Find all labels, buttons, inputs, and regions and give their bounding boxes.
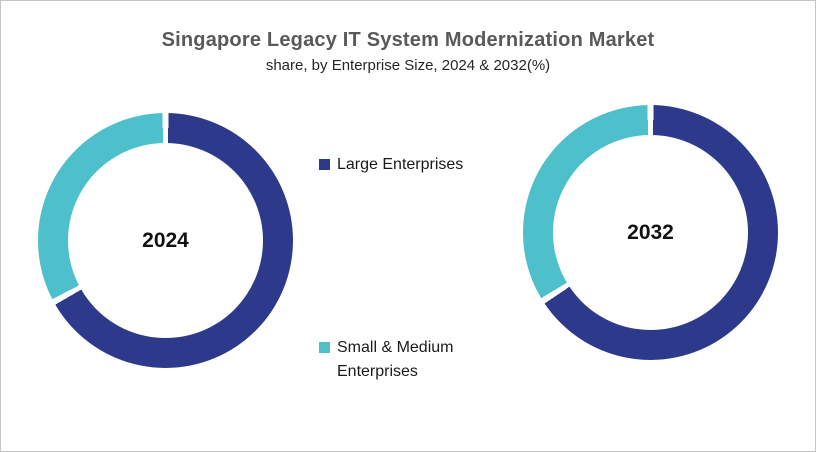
donut-2032: 2032 — [523, 105, 778, 360]
legend-swatch-small-medium-enterprises-icon — [319, 342, 330, 353]
donut-2032-year-label: 2032 — [627, 220, 674, 244]
donut-2024: 2024 — [38, 113, 293, 368]
legend-label-small-medium-enterprises: Small & Medium Enterprises — [337, 339, 454, 380]
chart-title: Singapore Legacy IT System Modernization… — [161, 29, 655, 51]
donut-2024-year-label: 2024 — [142, 228, 189, 252]
legend-label-large-enterprises: Large Enterprises — [337, 156, 464, 173]
legend-item-large-enterprises: Large Enterprises — [319, 153, 463, 177]
legend-item-small-medium-enterprises: Small & Medium Enterprises — [319, 336, 487, 384]
legend-swatch-large-enterprises-icon — [319, 159, 330, 170]
chart-subtitle: share, by Enterprise Size, 2024 & 2032(%… — [265, 57, 551, 74]
